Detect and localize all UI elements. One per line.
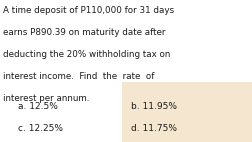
Text: c. 12.25%: c. 12.25%	[18, 125, 63, 133]
Text: a. 12.5%: a. 12.5%	[18, 102, 57, 111]
Text: interest per annum.: interest per annum.	[3, 94, 89, 103]
Text: deducting the 20% withholding tax on: deducting the 20% withholding tax on	[3, 50, 170, 59]
Text: interest income.  Find  the  rate  of: interest income. Find the rate of	[3, 72, 154, 81]
FancyBboxPatch shape	[122, 82, 252, 142]
Text: earns P890.39 on maturity date after: earns P890.39 on maturity date after	[3, 28, 166, 37]
Text: A time deposit of P110,000 for 31 days: A time deposit of P110,000 for 31 days	[3, 6, 174, 15]
Text: b. 11.95%: b. 11.95%	[131, 102, 177, 111]
Text: d. 11.75%: d. 11.75%	[131, 125, 177, 133]
